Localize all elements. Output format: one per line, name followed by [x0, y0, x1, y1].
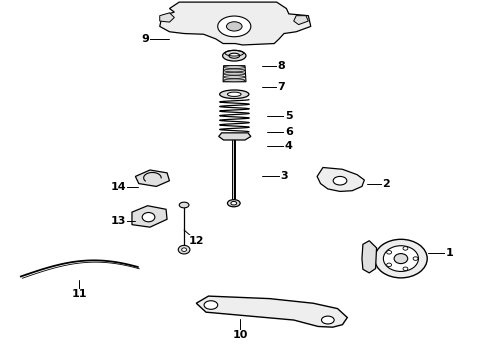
Polygon shape	[362, 241, 376, 273]
Ellipse shape	[227, 200, 240, 207]
Ellipse shape	[226, 22, 242, 31]
Text: 7: 7	[278, 82, 285, 92]
Text: 8: 8	[278, 61, 285, 71]
Text: 5: 5	[285, 111, 293, 121]
Ellipse shape	[223, 66, 245, 68]
Text: 13: 13	[111, 216, 126, 226]
Polygon shape	[135, 170, 170, 186]
Ellipse shape	[394, 253, 408, 264]
Text: 11: 11	[72, 289, 87, 299]
Text: 4: 4	[285, 141, 293, 151]
Polygon shape	[317, 167, 365, 192]
Ellipse shape	[229, 53, 240, 58]
Ellipse shape	[220, 90, 249, 99]
Ellipse shape	[374, 239, 427, 278]
Ellipse shape	[178, 246, 190, 254]
Ellipse shape	[223, 72, 245, 75]
Polygon shape	[223, 66, 246, 82]
Ellipse shape	[413, 257, 418, 260]
Ellipse shape	[223, 69, 245, 72]
Ellipse shape	[383, 246, 418, 271]
Ellipse shape	[231, 202, 237, 205]
Ellipse shape	[218, 16, 251, 37]
Ellipse shape	[321, 316, 334, 324]
Ellipse shape	[222, 50, 246, 61]
Text: 12: 12	[189, 236, 204, 246]
Polygon shape	[196, 296, 347, 327]
Text: 1: 1	[446, 248, 454, 258]
Text: 14: 14	[111, 182, 126, 192]
Text: 6: 6	[285, 127, 293, 137]
Ellipse shape	[223, 76, 245, 78]
Text: 3: 3	[280, 171, 288, 181]
Text: 2: 2	[382, 179, 390, 189]
Ellipse shape	[403, 267, 408, 271]
Polygon shape	[294, 16, 308, 24]
Polygon shape	[219, 133, 251, 140]
Ellipse shape	[387, 263, 392, 267]
Ellipse shape	[182, 248, 187, 251]
Text: 10: 10	[232, 330, 248, 341]
Polygon shape	[132, 206, 167, 227]
Ellipse shape	[333, 176, 347, 185]
Polygon shape	[160, 2, 311, 45]
Text: 9: 9	[141, 34, 149, 44]
Ellipse shape	[223, 79, 245, 82]
Ellipse shape	[403, 247, 408, 250]
Ellipse shape	[387, 251, 392, 254]
Polygon shape	[160, 13, 174, 22]
Ellipse shape	[204, 301, 218, 309]
Ellipse shape	[179, 202, 189, 208]
Ellipse shape	[227, 92, 241, 96]
Ellipse shape	[142, 212, 155, 222]
